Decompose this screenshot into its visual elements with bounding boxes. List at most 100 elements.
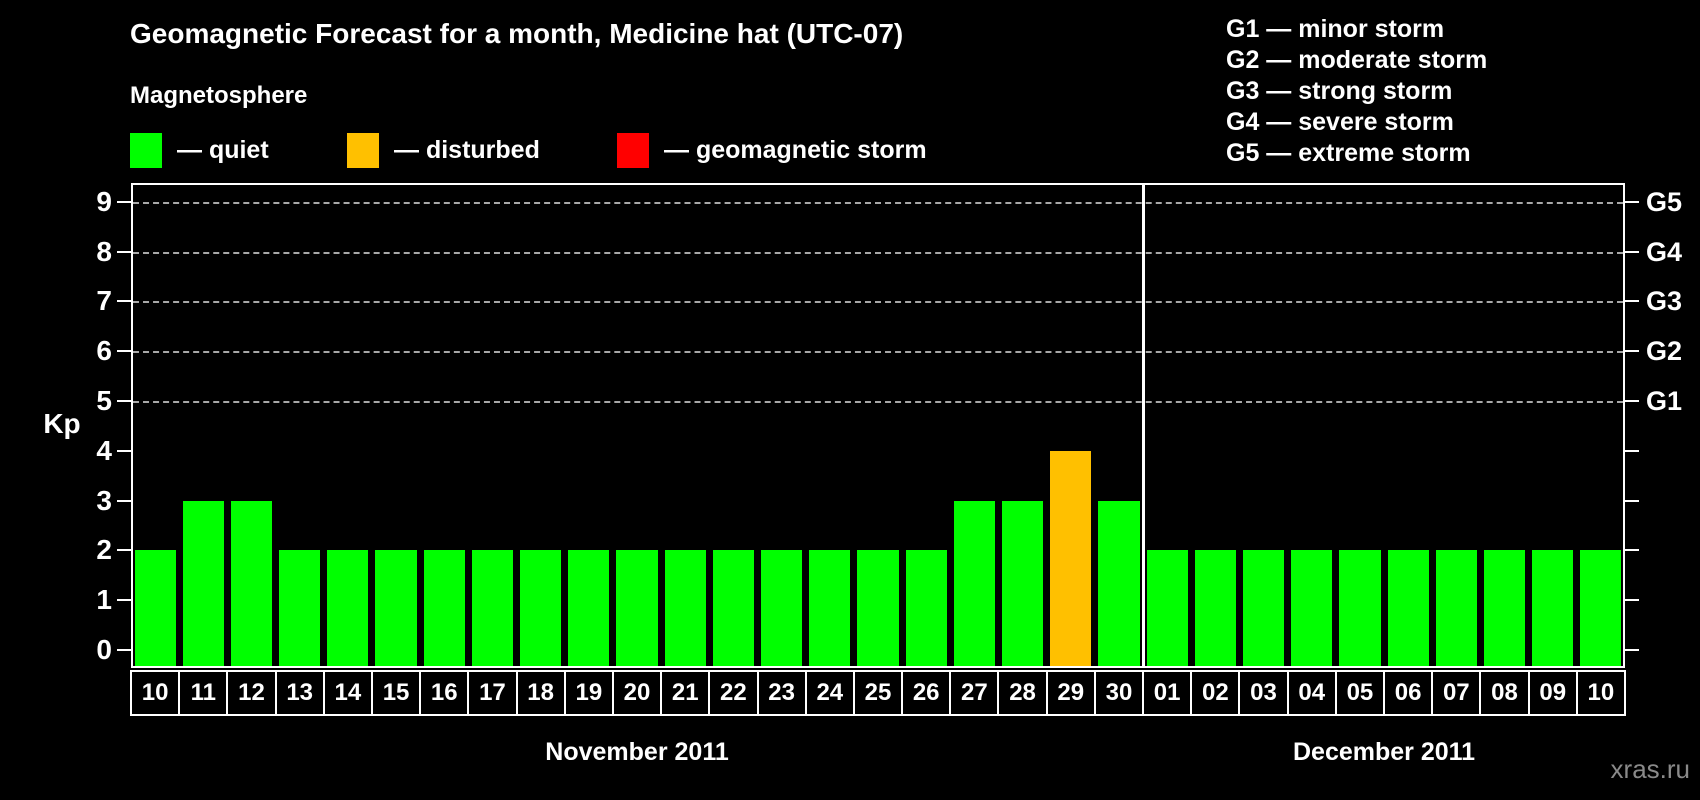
kp-bar-dec-07 <box>1435 550 1477 668</box>
y-tick-left-7 <box>117 300 131 303</box>
legend-item-label: — disturbed <box>394 135 540 164</box>
y-axis-label: Kp <box>43 408 81 439</box>
day-label-nov-19: 19 <box>563 670 614 716</box>
legend-item-label: — geomagnetic storm <box>664 135 927 164</box>
storm-scale-legend-line: G2 — moderate storm <box>1226 46 1488 74</box>
kp-bar-nov-10 <box>134 550 176 668</box>
gridline-kp8 <box>133 251 1623 254</box>
y-tick-left-6 <box>117 350 131 353</box>
kp-bar-dec-03 <box>1242 550 1285 668</box>
day-label-nov-15: 15 <box>370 670 422 716</box>
y-tick-label-7: 7 <box>96 285 112 317</box>
y-tick-label-1: 1 <box>96 584 112 616</box>
day-label-nov-21: 21 <box>660 670 711 716</box>
kp-bar-nov-16 <box>423 550 465 668</box>
day-label-dec-06: 06 <box>1383 670 1434 716</box>
storm-color-swatch <box>617 132 649 168</box>
y-tick-left-2 <box>117 549 131 552</box>
kp-bar-nov-23 <box>761 550 803 668</box>
y-tick-right-1 <box>1625 599 1639 602</box>
storm-scale-legend-line: G4 — severe storm <box>1226 108 1454 136</box>
legend-item-storm: — geomagnetic storm <box>617 132 927 168</box>
day-label-nov-17: 17 <box>467 670 518 716</box>
quiet-color-swatch <box>130 132 162 168</box>
gridline-kp7 <box>133 301 1623 304</box>
y-tick-right-9 <box>1625 200 1639 203</box>
day-label-dec-08: 08 <box>1479 670 1530 716</box>
day-label-dec-09: 09 <box>1527 670 1578 716</box>
gridline-kp5 <box>133 401 1623 403</box>
day-label-nov-18: 18 <box>515 670 566 716</box>
y-tick-label-8: 8 <box>96 235 112 267</box>
kp-bar-dec-05 <box>1339 550 1381 668</box>
y-tick-label-5: 5 <box>96 385 112 416</box>
kp-bar-nov-21 <box>664 550 706 668</box>
kp-bar-nov-26 <box>905 550 947 668</box>
y-tick-right-2 <box>1625 549 1639 552</box>
y-tick-left-4 <box>117 449 131 452</box>
day-label-nov-11: 11 <box>178 670 229 716</box>
kp-bar-dec-10 <box>1580 550 1622 668</box>
y-tick-right-7 <box>1625 300 1639 303</box>
storm-scale-legend-line: G1 — minor storm <box>1226 15 1445 43</box>
day-label-nov-14: 14 <box>322 670 373 716</box>
y-tick-right-4 <box>1625 449 1639 452</box>
kp-bar-dec-02 <box>1194 550 1236 668</box>
kp-bar-nov-22 <box>712 550 754 668</box>
y-tick-left-9 <box>117 200 131 203</box>
y-tick-left-8 <box>117 250 131 253</box>
y-tick-right-5 <box>1625 400 1639 402</box>
g-scale-label-G5: G5 <box>1646 186 1683 217</box>
kp-bar-nov-27 <box>953 500 995 668</box>
legend-item-label: — quiet <box>177 135 269 164</box>
kp-bar-dec-08 <box>1483 550 1526 668</box>
kp-bar-dec-09 <box>1532 550 1574 668</box>
y-tick-right-0 <box>1625 649 1639 651</box>
kp-bar-nov-12 <box>230 500 273 668</box>
kp-bar-nov-25 <box>857 550 899 668</box>
y-tick-label-6: 6 <box>96 335 112 367</box>
y-tick-right-8 <box>1625 250 1639 253</box>
y-tick-label-0: 0 <box>96 634 112 665</box>
day-label-nov-16: 16 <box>419 670 470 716</box>
kp-bar-nov-20 <box>616 550 658 668</box>
gridline-kp6 <box>133 351 1623 354</box>
day-label-nov-24: 24 <box>804 670 855 716</box>
kp-bar-nov-13 <box>279 550 321 668</box>
kp-bar-dec-04 <box>1291 550 1333 668</box>
day-label-nov-13: 13 <box>274 670 325 716</box>
day-label-nov-20: 20 <box>611 670 663 716</box>
g-scale-label-G4: G4 <box>1646 236 1683 267</box>
y-tick-left-0 <box>117 649 131 651</box>
kp-bar-nov-17 <box>471 550 514 668</box>
y-tick-label-2: 2 <box>96 534 112 566</box>
day-label-dec-04: 04 <box>1286 670 1337 716</box>
y-tick-left-3 <box>117 499 131 502</box>
day-label-nov-22: 22 <box>708 670 759 716</box>
storm-scale-legend: G1 — minor storm G2 — moderate storm G3 … <box>1226 14 1487 169</box>
plot-border <box>131 183 1625 668</box>
storm-scale-legend-line: G3 — strong storm <box>1226 77 1453 105</box>
y-tick-right-3 <box>1625 499 1639 502</box>
y-tick-label-4: 4 <box>96 434 112 466</box>
day-label-dec-05: 05 <box>1334 670 1386 716</box>
kp-bar-nov-28 <box>1001 500 1044 668</box>
month-label-1: December 2011 <box>1292 738 1476 766</box>
g-scale-label-G2: G2 <box>1646 336 1683 367</box>
day-label-nov-23: 23 <box>756 670 807 716</box>
kp-bar-dec-06 <box>1387 550 1429 668</box>
kp-bar-dec-01 <box>1146 550 1188 668</box>
watermark: xras.ru <box>1610 754 1690 784</box>
day-label-nov-29: 29 <box>1045 670 1096 716</box>
day-label-dec-01: 01 <box>1142 670 1193 716</box>
day-label-nov-12: 12 <box>226 670 277 716</box>
month-label-0: November 2011 <box>545 738 729 766</box>
kp-bar-nov-18 <box>520 550 562 668</box>
kp-bar-nov-29 <box>1050 450 1092 668</box>
g-scale-label-G3: G3 <box>1646 286 1683 317</box>
day-label-dec-03: 03 <box>1238 670 1289 716</box>
day-label-dec-02: 02 <box>1190 670 1241 716</box>
y-tick-left-5 <box>117 400 131 402</box>
month-separator <box>1141 183 1145 668</box>
